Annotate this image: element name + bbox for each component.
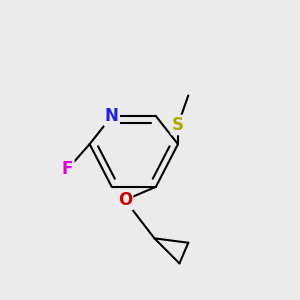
- Text: F: F: [62, 160, 73, 178]
- Text: N: N: [105, 107, 119, 125]
- Text: S: S: [172, 116, 184, 134]
- Text: O: O: [118, 191, 132, 209]
